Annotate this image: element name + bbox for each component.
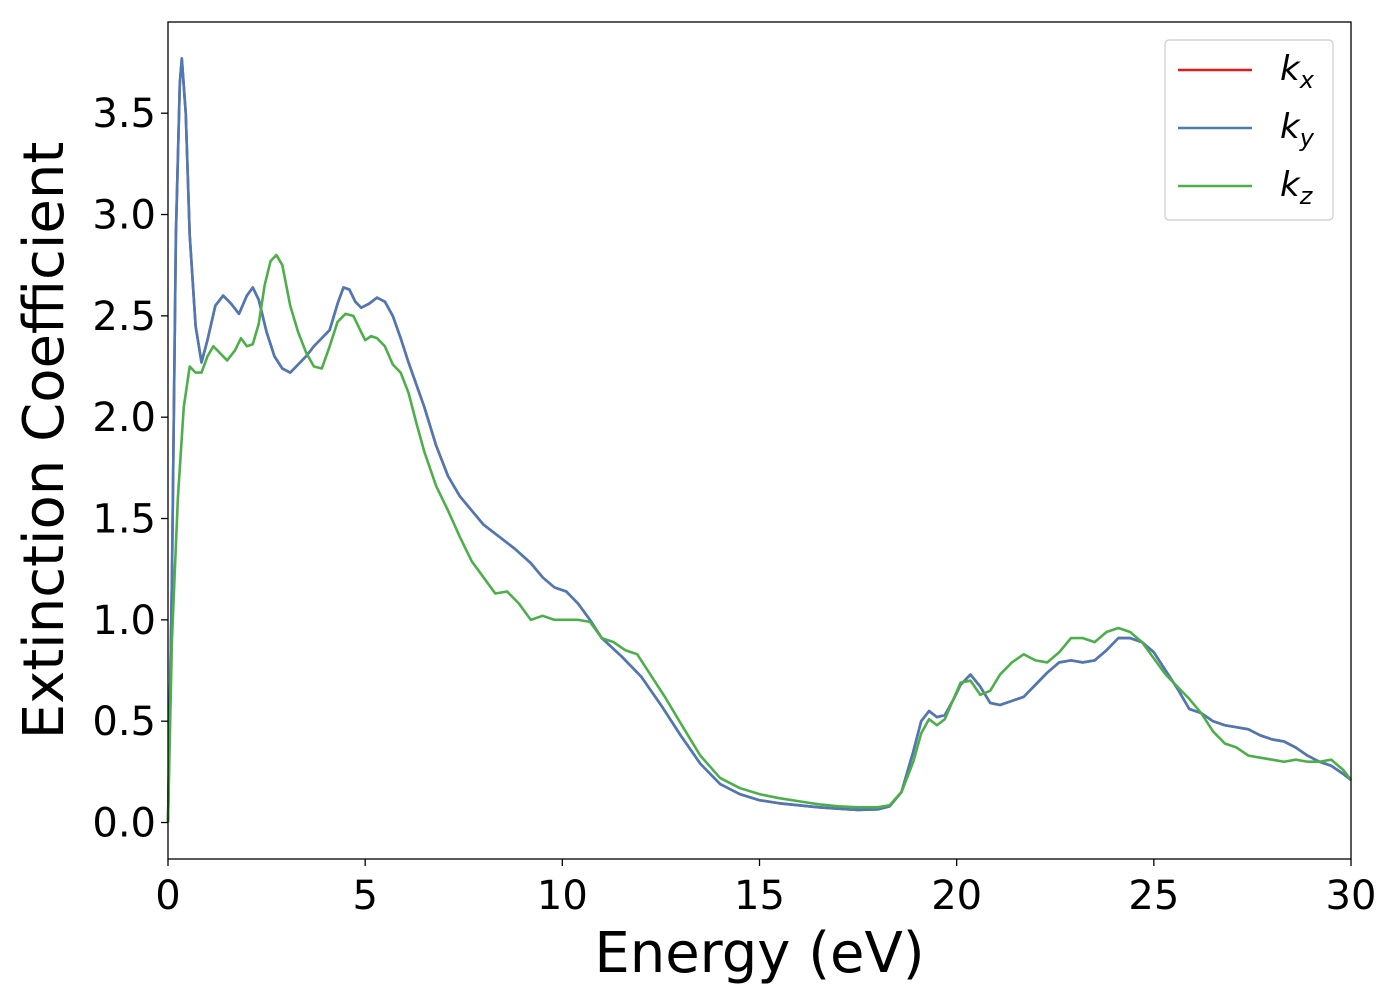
y-axis-label: Extinction Coefficient <box>12 142 77 740</box>
legend-label-subscript: z <box>1299 182 1314 210</box>
legend-label-main: k <box>1280 165 1301 205</box>
x-tick-label: 10 <box>537 873 588 919</box>
y-tick-label: 0.0 <box>92 801 156 847</box>
legend-label-kx: kx <box>1280 49 1315 94</box>
plot-background <box>168 22 1351 859</box>
legend-label-main: k <box>1280 49 1301 89</box>
y-axis-ticks: 0.0 0.5 1.0 1.5 2.0 2.5 3.0 3.5 <box>92 91 168 847</box>
legend-label-subscript: y <box>1299 124 1315 152</box>
legend-box <box>1164 39 1334 221</box>
y-tick-label: 0.5 <box>92 699 156 745</box>
plot-frame <box>167 21 1352 860</box>
x-tick-label: 15 <box>734 873 785 919</box>
x-tick-label: 20 <box>931 873 982 919</box>
legend-label-kz: kz <box>1280 165 1314 210</box>
series-layer <box>166 57 1353 823</box>
legend-label-main: k <box>1280 107 1301 147</box>
series-line-kz <box>166 253 1353 823</box>
x-tick-label: 5 <box>352 873 377 919</box>
x-tick-label: 30 <box>1326 873 1377 919</box>
legend-label-subscript: x <box>1299 66 1315 94</box>
y-tick-label: 1.5 <box>92 497 156 543</box>
x-axis-ticks: 0 5 10 15 20 25 30 <box>155 859 1376 919</box>
x-axis-label: Energy (eV) <box>594 921 924 986</box>
y-tick-label: 3.0 <box>92 193 156 239</box>
legend-label-ky: ky <box>1280 107 1315 152</box>
y-tick-label: 2.0 <box>92 395 156 441</box>
x-tick-label: 25 <box>1128 873 1179 919</box>
y-tick-label: 1.0 <box>92 598 156 644</box>
y-tick-label: 2.5 <box>92 294 156 340</box>
x-tick-label: 0 <box>155 873 180 919</box>
y-tick-label: 3.5 <box>92 91 156 137</box>
